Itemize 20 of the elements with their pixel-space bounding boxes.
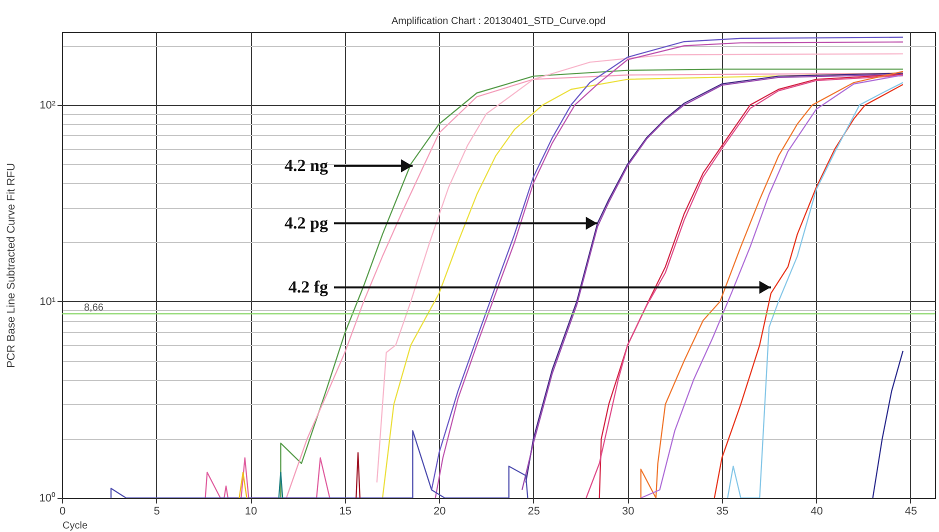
x-tick-label: 40 [810, 506, 823, 518]
y-tick-label: 10¹ [40, 296, 56, 308]
x-tick-label: 25 [528, 506, 540, 518]
annotation: 4.2 ng [284, 156, 328, 175]
x-tick-label: 30 [622, 506, 634, 518]
y-tick-label: 10² [40, 99, 56, 112]
ref-line-label: 8,66 [84, 302, 104, 314]
x-tick-label: 35 [716, 506, 729, 518]
x-tick-label: 45 [904, 506, 918, 518]
annotation: 4.2 fg [288, 277, 328, 296]
chart-title: Amplification Chart : 20130401_STD_Curve.opd [391, 16, 606, 27]
x-tick-label: 15 [339, 506, 352, 518]
annotation: 4.2 pg [284, 213, 328, 232]
x-tick-label: 20 [433, 506, 446, 518]
y-axis-title: PCR Base Line Subtracted Curve Fit RFU [6, 163, 18, 368]
x-tick-label: 10 [244, 506, 258, 518]
x-tick-label: 5 [154, 506, 160, 518]
y-tick-label: 10⁰ [39, 492, 56, 504]
x-tick-label: 0 [59, 506, 66, 518]
x-axis-title: Cycle [62, 520, 88, 532]
